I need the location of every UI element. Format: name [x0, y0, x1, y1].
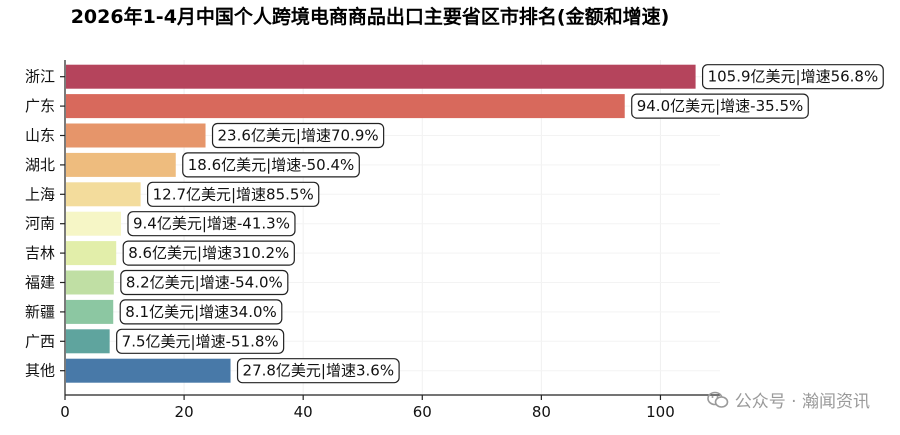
x-tick-label: 0 — [60, 403, 70, 421]
data-label: 8.2亿美元|增速-54.0% — [126, 274, 283, 292]
data-label: 7.5亿美元|增速-51.8% — [122, 332, 279, 350]
data-label-box — [116, 328, 285, 354]
category-label: 其他 — [25, 362, 55, 380]
data-label: 12.7亿美元|增速85.5% — [153, 185, 314, 203]
watermark: 公众号 · 瀚闻资讯 — [706, 387, 870, 412]
bar — [66, 329, 110, 354]
data-label: 8.1亿美元|增速34.0% — [125, 303, 277, 321]
data-label: 9.4亿美元|增速-41.3% — [133, 215, 290, 233]
watermark-text: 公众号 · 瀚闻资讯 — [734, 392, 870, 412]
bar — [66, 94, 625, 119]
bar — [66, 123, 206, 148]
data-label: 8.6亿美元|增速310.2% — [128, 244, 289, 262]
x-tick-label: 80 — [532, 403, 551, 421]
chart-title: 2026年1-4月中国个人跨境电商商品出口主要省区市排名(金额和增速) — [70, 6, 670, 28]
data-label-box — [122, 240, 295, 266]
data-label: 105.9亿美元|增速56.8% — [708, 68, 879, 86]
data-label-box — [147, 181, 320, 207]
bar — [66, 152, 176, 177]
bar — [66, 241, 117, 266]
bar — [66, 299, 114, 324]
data-label-box — [701, 64, 884, 90]
category-label: 广东 — [25, 97, 55, 115]
category-label: 浙江 — [25, 68, 55, 86]
data-label-box — [236, 358, 400, 384]
data-label-box — [211, 122, 385, 149]
data-label: 94.0亿美元|增速-35.5% — [637, 97, 804, 115]
category-label: 山东 — [25, 127, 55, 145]
category-label: 湖北 — [25, 156, 55, 174]
x-tick-label: 40 — [294, 403, 313, 421]
bar — [66, 64, 696, 89]
data-label-box — [127, 211, 296, 237]
category-label: 河南 — [25, 215, 55, 233]
data-label: 23.6亿美元|增速70.9% — [218, 127, 379, 145]
data-label: 27.8亿美元|增速3.6% — [243, 362, 395, 380]
category-label: 福建 — [25, 274, 55, 292]
x-tick-label: 60 — [413, 403, 432, 421]
category-label: 吉林 — [25, 244, 55, 262]
data-label-box — [119, 299, 283, 325]
data-label-box — [631, 93, 809, 119]
data-label-box — [182, 152, 360, 178]
bar — [66, 211, 121, 236]
bar — [66, 182, 141, 207]
data-label: 18.6亿美元|增速-50.4% — [188, 156, 355, 174]
category-label: 上海 — [25, 185, 55, 203]
data-label-box — [120, 269, 289, 296]
bar — [66, 270, 114, 295]
category-label: 广西 — [25, 332, 55, 350]
category-label: 新疆 — [25, 303, 55, 321]
x-tick-label: 100 — [646, 403, 675, 421]
x-tick-label: 20 — [175, 403, 194, 421]
bar — [66, 358, 231, 383]
wechat-icon — [706, 391, 729, 408]
